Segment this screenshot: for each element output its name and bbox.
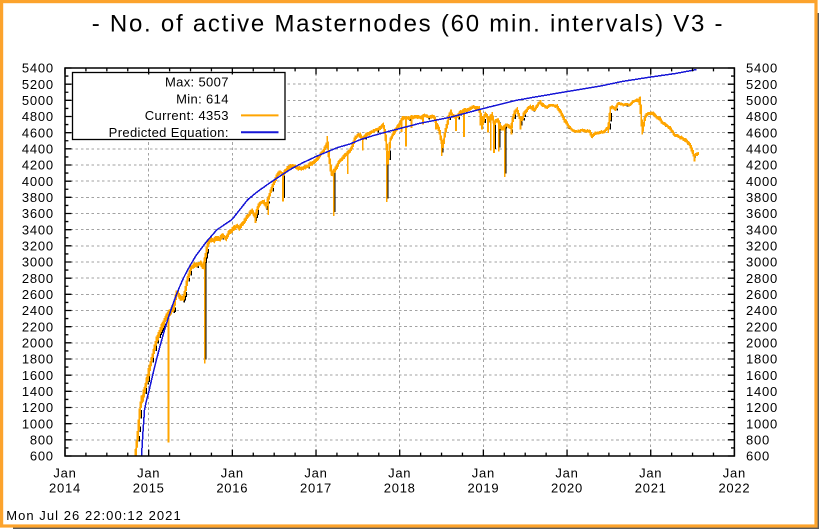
svg-text:3800: 3800: [746, 190, 778, 205]
svg-text:Jan: Jan: [221, 466, 244, 481]
svg-text:Jan: Jan: [723, 466, 746, 481]
svg-text:2021: 2021: [635, 481, 667, 496]
svg-text:5000: 5000: [22, 93, 54, 108]
svg-text:4000: 4000: [22, 174, 54, 189]
svg-text:Predicted Equation:: Predicted Equation:: [109, 125, 229, 140]
svg-text:3200: 3200: [746, 239, 778, 254]
svg-text:800: 800: [746, 433, 770, 448]
svg-text:4000: 4000: [746, 174, 778, 189]
svg-text:600: 600: [746, 449, 770, 464]
svg-text:2600: 2600: [22, 287, 54, 302]
svg-text:4600: 4600: [22, 125, 54, 140]
svg-text:2000: 2000: [746, 336, 778, 351]
svg-text:2020: 2020: [551, 481, 583, 496]
svg-text:Jan: Jan: [53, 466, 76, 481]
svg-text:1600: 1600: [22, 368, 54, 383]
svg-text:Mon Jul 26 22:00:12 2021: Mon Jul 26 22:00:12 2021: [6, 508, 182, 523]
svg-text:2800: 2800: [22, 271, 54, 286]
svg-text:1600: 1600: [746, 368, 778, 383]
svg-text:4200: 4200: [22, 158, 54, 173]
svg-text:Jan: Jan: [555, 466, 578, 481]
svg-text:1200: 1200: [746, 400, 778, 415]
svg-text:600: 600: [30, 449, 54, 464]
svg-text:2016: 2016: [216, 481, 248, 496]
svg-text:5200: 5200: [746, 77, 778, 92]
svg-text:1000: 1000: [746, 416, 778, 431]
svg-text:1400: 1400: [746, 384, 778, 399]
svg-text:3000: 3000: [22, 255, 54, 270]
svg-text:3600: 3600: [22, 206, 54, 221]
svg-text:2017: 2017: [300, 481, 332, 496]
svg-text:2000: 2000: [22, 336, 54, 351]
svg-text:2015: 2015: [133, 481, 165, 496]
svg-text:5400: 5400: [22, 61, 54, 76]
svg-text:3200: 3200: [22, 239, 54, 254]
svg-text:2600: 2600: [746, 287, 778, 302]
svg-text:2022: 2022: [718, 481, 750, 496]
svg-text:3000: 3000: [746, 255, 778, 270]
svg-text:4400: 4400: [746, 142, 778, 157]
svg-text:4200: 4200: [746, 158, 778, 173]
svg-text:2400: 2400: [746, 303, 778, 318]
svg-text:Jan: Jan: [639, 466, 662, 481]
svg-text:Jan: Jan: [388, 466, 411, 481]
svg-text:- No. of active Masternodes (6: - No. of active Masternodes (60 min. int…: [92, 11, 725, 38]
svg-text:3400: 3400: [746, 222, 778, 237]
svg-text:2400: 2400: [22, 303, 54, 318]
svg-text:1000: 1000: [22, 416, 54, 431]
svg-text:1400: 1400: [22, 384, 54, 399]
svg-text:5000: 5000: [746, 93, 778, 108]
svg-text:5400: 5400: [746, 61, 778, 76]
svg-text:2019: 2019: [467, 481, 499, 496]
svg-text:1200: 1200: [22, 400, 54, 415]
svg-text:3400: 3400: [22, 222, 54, 237]
svg-text:2200: 2200: [22, 319, 54, 334]
svg-text:3600: 3600: [746, 206, 778, 221]
svg-text:4800: 4800: [22, 109, 54, 124]
svg-text:800: 800: [30, 433, 54, 448]
svg-text:2800: 2800: [746, 271, 778, 286]
svg-text:5200: 5200: [22, 77, 54, 92]
svg-text:3800: 3800: [22, 190, 54, 205]
svg-text:1800: 1800: [22, 352, 54, 367]
svg-text:4400: 4400: [22, 142, 54, 157]
svg-text:1800: 1800: [746, 352, 778, 367]
svg-text:Jan: Jan: [137, 466, 160, 481]
svg-text:Current: 4353: Current: 4353: [145, 108, 229, 123]
svg-text:Jan: Jan: [304, 466, 327, 481]
svg-text:Max: 5007: Max: 5007: [165, 75, 229, 90]
svg-text:2014: 2014: [49, 481, 81, 496]
svg-text:4800: 4800: [746, 109, 778, 124]
svg-text:2018: 2018: [384, 481, 416, 496]
svg-text:4600: 4600: [746, 125, 778, 140]
svg-text:Min: 614: Min: 614: [176, 91, 229, 106]
svg-text:2200: 2200: [746, 319, 778, 334]
svg-text:Jan: Jan: [472, 466, 495, 481]
